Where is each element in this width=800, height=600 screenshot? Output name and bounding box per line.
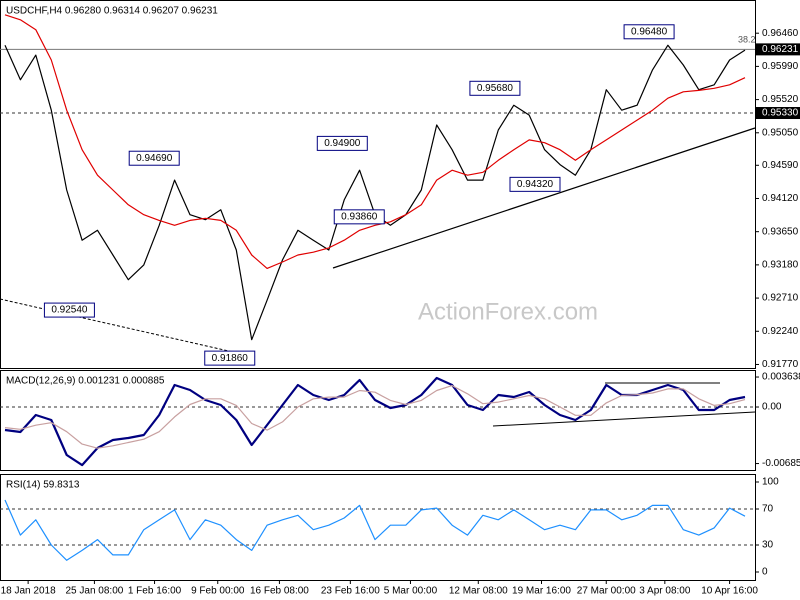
y-tick-label: 0.95990: [762, 61, 799, 72]
x-tick-label: 1 Feb 16:00: [128, 586, 182, 597]
annotation-box: [316, 135, 368, 151]
annotation-label: 0.95680: [477, 83, 514, 94]
series-line: [4, 385, 746, 449]
x-tick-label: 3 Apr 08:00: [639, 586, 691, 597]
x-tick-label: 19 Mar 16:00: [512, 586, 571, 597]
panel-title: USDCHF,H4 0.96280 0.96314 0.96207 0.9623…: [6, 6, 218, 17]
annotation-label: 0.94690: [136, 153, 173, 164]
rsi-frame: [0, 474, 756, 581]
level-label-box: [756, 107, 800, 120]
level-label: 0.96231: [762, 44, 799, 55]
fib-label: 38.2: [738, 34, 756, 44]
x-tick-label: 10 Apr 16:00: [701, 586, 758, 597]
y-tick-label: 0.003638: [762, 372, 800, 383]
watermark: ActionForex.com: [418, 298, 598, 325]
y-tick-label: -0.006858: [762, 458, 800, 469]
x-tick-label: 23 Feb 16:00: [321, 586, 380, 597]
panel-title: MACD(12,26,9) 0.001231 0.000885: [6, 376, 165, 387]
macd-frame: [0, 370, 756, 471]
annotation-label: 0.92540: [51, 305, 88, 316]
annotation-box: [509, 176, 561, 192]
y-tick-label: 0.00: [762, 402, 782, 413]
annotation-label: 0.94320: [517, 179, 554, 190]
x-tick-label: 5 Mar 00:00: [384, 586, 438, 597]
annotation-label: 0.94900: [324, 138, 361, 149]
panel-title: RSI(14) 59.8313: [6, 480, 80, 491]
annotation-box: [204, 350, 256, 366]
annotation-label: 0.93860: [341, 211, 378, 222]
annotation-label: 0.96480: [631, 26, 668, 37]
y-tick-label: 0.94120: [762, 193, 799, 204]
y-tick-label: 0.95050: [762, 127, 799, 138]
y-tick-label: 0.93650: [762, 226, 799, 237]
y-tick-label: 0: [762, 567, 768, 578]
panel-frames: [0, 0, 756, 581]
x-tick-label: 25 Jan 08:00: [66, 586, 124, 597]
x-tick-label: 18 Jan 2018: [1, 586, 56, 597]
x-tick-label: 9 Feb 00:00: [191, 586, 245, 597]
level-label-box: [756, 43, 800, 56]
y-tick-label: 0.92710: [762, 293, 799, 304]
x-tick-label: 27 Mar 00:00: [577, 586, 636, 597]
annotation-box: [333, 209, 385, 225]
y-tick-label: 0.94590: [762, 160, 799, 171]
y-tick-label: 70: [762, 504, 774, 515]
price-frame: [0, 0, 756, 369]
y-tick-label: 0.91770: [762, 359, 799, 370]
x-tick-label: 16 Feb 08:00: [250, 586, 309, 597]
y-tick-label: 100: [762, 477, 779, 488]
annotation-box: [623, 24, 675, 40]
macd-trend-line: [492, 411, 756, 427]
trend-line: [332, 127, 756, 269]
y-tick-label: 0.93180: [762, 260, 799, 271]
series-line: [4, 14, 746, 269]
annotation-box: [43, 302, 95, 318]
series-line: [4, 499, 746, 561]
y-tick-label: 0.96460: [762, 28, 799, 39]
level-label: 0.95330: [762, 108, 799, 119]
y-tick-label: 30: [762, 540, 774, 551]
annotation-box: [128, 150, 180, 166]
annotation-label: 0.91860: [212, 353, 249, 364]
trend-line-dashed: [0, 298, 256, 358]
y-tick-label: 0.92240: [762, 326, 799, 337]
x-tick-label: 12 Mar 08:00: [449, 586, 508, 597]
y-tick-label: 0.95520: [762, 94, 799, 105]
annotation-box: [469, 80, 521, 96]
